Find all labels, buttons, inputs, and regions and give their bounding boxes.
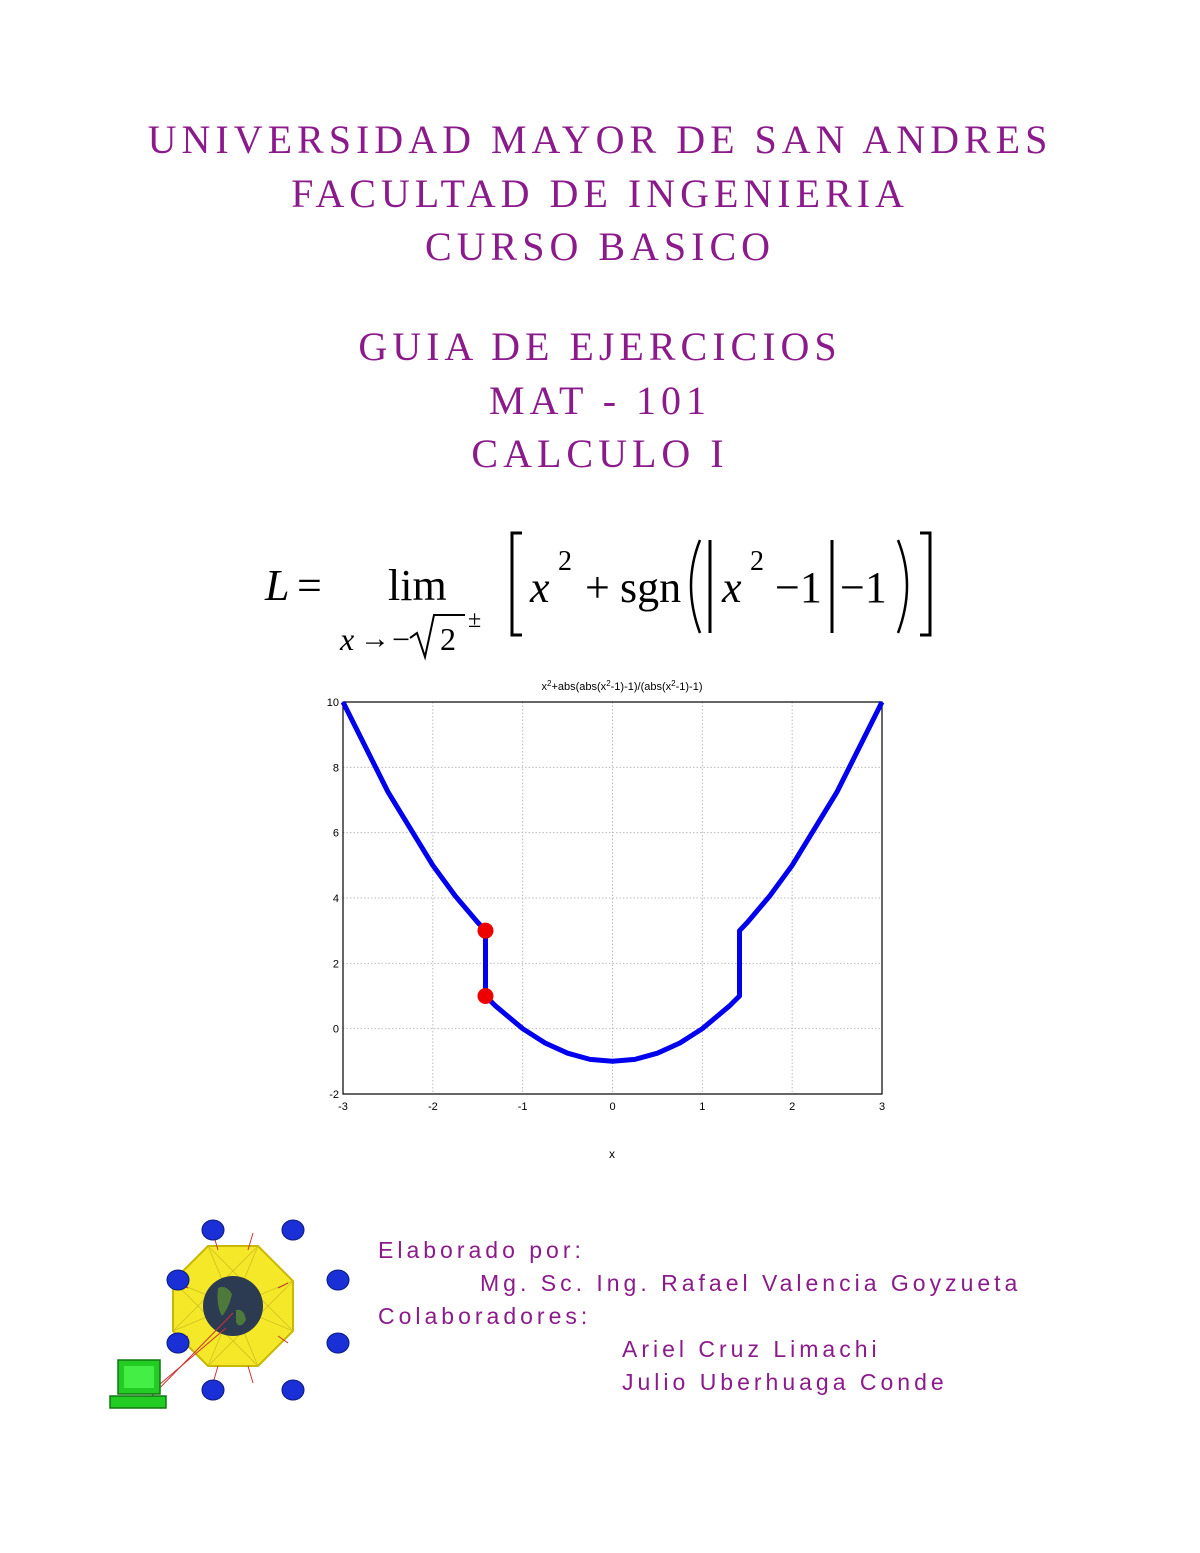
network-globe-icon: [109, 1219, 350, 1409]
course-name: CURSO BASICO: [424, 224, 776, 269]
x-tick-label: 0: [609, 1101, 615, 1113]
function-plot: x2+abs(abs(x2-1)-1)/(abs(x2-1)-1) -3 -2 -1…: [327, 679, 885, 1161]
limit-formula: L = lim x → − 2 ± x 2 + sgn x 2 −1 −1: [264, 531, 932, 661]
y-tick-label: -2: [329, 1089, 339, 1101]
sqrt-sign: [409, 614, 465, 661]
prepared-by-label: Elaborado por:: [378, 1237, 585, 1263]
series-line: [340, 700, 885, 1064]
limit-point-marker: [477, 922, 494, 939]
collaborator-name: Julio Uberhuaga Conde: [622, 1369, 948, 1395]
network-nodes: [166, 1219, 350, 1401]
course-code: MAT - 101: [488, 378, 712, 423]
formula-body-exp: 2: [558, 546, 572, 577]
formula-body-x: x: [529, 563, 550, 612]
formula-sub-minus: −: [392, 621, 410, 657]
right-bracket: [920, 531, 932, 637]
y-tick-label: 4: [333, 893, 339, 905]
formula-sub-pm: ±: [468, 607, 481, 633]
formula-equals: =: [297, 561, 322, 610]
formula-lim: lim: [388, 561, 447, 610]
formula-lhs: L: [264, 561, 289, 610]
formula-body-plus: +: [585, 563, 610, 612]
x-tick-label: -1: [518, 1101, 528, 1113]
formula-inner-x: x: [721, 563, 742, 612]
formula-sub-arrow: →: [360, 622, 390, 655]
chart-markers: [477, 922, 494, 1004]
plot-frame: [342, 701, 883, 1095]
y-tick-label: 8: [333, 762, 339, 774]
subject-title: CALCULO I: [471, 431, 729, 476]
x-tick-label: -2: [428, 1101, 438, 1113]
guide-title: GUIA DE EJERCICIOS: [358, 324, 842, 369]
formula-sub-var: x: [339, 621, 354, 657]
formula-minus1: −1: [775, 563, 822, 612]
chart-grid: [342, 701, 883, 1095]
formula-body-sgn: sgn: [620, 563, 681, 612]
x-tick-label: 1: [699, 1101, 705, 1113]
formula-inner-exp: 2: [750, 546, 764, 577]
computer-icon: [109, 1359, 167, 1409]
x-tick-label: 2: [789, 1101, 795, 1113]
author-name: Mg. Sc. Ing. Rafael Valencia Goyzueta: [480, 1270, 1022, 1296]
y-tick-label: 2: [333, 958, 339, 970]
limit-point-marker: [477, 988, 494, 1004]
faculty-name: FACULTAD DE INGENIERIA: [291, 171, 909, 216]
left-paren: [689, 539, 702, 634]
x-tick-label: -3: [338, 1101, 348, 1113]
collaborator-name: Ariel Cruz Limachi: [622, 1336, 881, 1362]
right-paren: [896, 539, 909, 634]
formula-minus2: −1: [840, 563, 887, 612]
x-tick-label: 3: [879, 1101, 885, 1113]
left-bracket: [510, 531, 522, 637]
globe: [203, 1276, 263, 1336]
formula-sub-root: 2: [440, 621, 456, 657]
y-tick-label: 0: [333, 1024, 339, 1036]
x-axis-label: x: [609, 1147, 615, 1161]
y-tick-label: 10: [327, 697, 339, 709]
y-tick-label: 6: [333, 828, 339, 840]
chart-title: x2+abs(abs(x2-1)-1)/(abs(x2-1)-1): [542, 679, 703, 693]
university-name: UNIVERSIDAD MAYOR DE SAN ANDRES: [147, 117, 1053, 162]
collaborators-label: Colaboradores:: [378, 1303, 592, 1329]
